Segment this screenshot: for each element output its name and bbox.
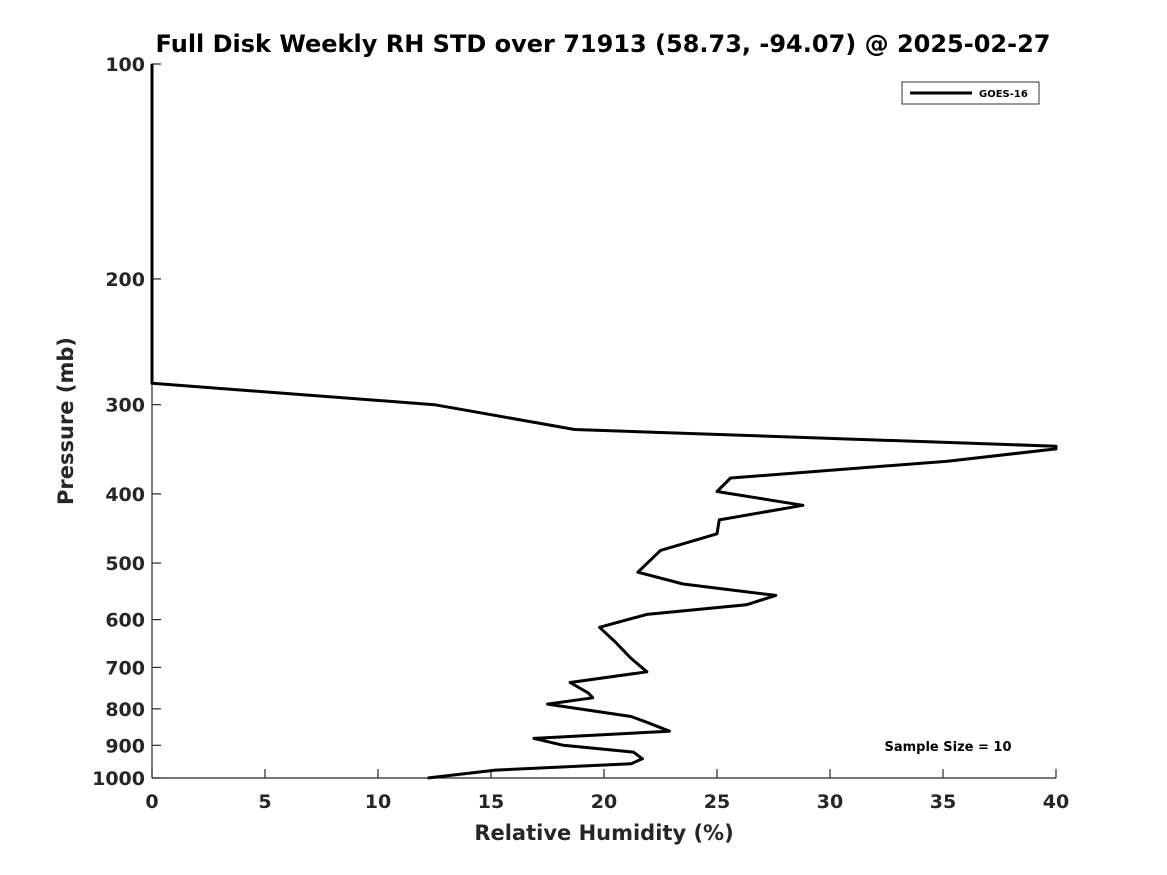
y-tick-label: 800: [105, 699, 145, 721]
data-point: [630, 657, 632, 660]
data-point: [745, 604, 748, 606]
data-point: [659, 549, 662, 552]
y-tick-label: 1000: [92, 768, 145, 790]
x-tick-label: 25: [704, 791, 730, 813]
data-point: [151, 347, 153, 349]
data-point: [546, 703, 549, 705]
plot-area: 0 5 10 15 20 25 30 35 40 100 200 300 400 500 600 700 800…: [92, 54, 1069, 813]
data-point: [1055, 448, 1057, 450]
x-tick-label: 35: [930, 791, 956, 813]
x-tick-label: 30: [817, 791, 843, 813]
y-tick-label: 300: [105, 395, 145, 417]
y-tick-label: 700: [105, 657, 145, 679]
data-point: [562, 744, 564, 746]
data-point: [574, 428, 576, 431]
data-point: [1055, 445, 1057, 447]
legend: GOES-16: [901, 81, 1040, 105]
data-point: [614, 641, 616, 643]
sample-size-annotation: Sample Size = 10: [884, 740, 1011, 755]
data-point: [632, 751, 635, 753]
y-tick-label: 400: [105, 484, 145, 506]
y-tick-label: 200: [105, 269, 145, 291]
data-point: [716, 533, 718, 535]
data-point: [151, 189, 153, 191]
data-point: [427, 777, 429, 779]
data-point: [630, 715, 632, 718]
data-point: [151, 236, 153, 239]
x-tick-label: 5: [258, 791, 271, 813]
data-point: [682, 583, 684, 585]
y-tick-label: 600: [105, 610, 145, 632]
x-tick-label: 40: [1043, 791, 1069, 813]
x-tick-label: 20: [591, 791, 617, 813]
data-point: [946, 460, 949, 462]
y-tick-label: 500: [105, 553, 145, 575]
x-tick-label: 0: [145, 791, 158, 813]
x-axis-label: Relative Humidity (%): [474, 821, 733, 845]
data-point: [775, 594, 777, 597]
data-point: [151, 278, 153, 280]
data-point: [494, 769, 497, 771]
data-point: [569, 681, 571, 684]
data-point: [641, 758, 644, 760]
data-point: [718, 519, 720, 521]
data-point: [433, 404, 436, 406]
axis-ticks: 0 5 10 15 20 25 30 35 40 100 200 300 400 500 600 700 800…: [92, 54, 1069, 813]
data-point: [802, 504, 804, 506]
data-point: [151, 314, 153, 317]
data-point: [648, 722, 650, 724]
series-group: [150, 63, 1058, 780]
data-point: [668, 730, 671, 732]
data-point: [730, 477, 732, 479]
data-point: [592, 697, 594, 699]
data-point: [630, 763, 632, 765]
legend-label: GOES-16: [979, 89, 1028, 100]
data-point: [151, 382, 153, 384]
data-point: [533, 737, 535, 740]
data-point: [646, 671, 648, 673]
data-point: [716, 490, 718, 493]
y-tick-label: 100: [105, 54, 145, 76]
data-point: [151, 132, 153, 134]
data-point: [151, 377, 153, 379]
data-point: [598, 626, 601, 628]
x-tick-label: 10: [365, 791, 391, 813]
data-point: [646, 613, 648, 616]
chart-title: Full Disk Weekly RH STD over 71913 (58.7…: [156, 30, 1051, 58]
x-tick-label: 15: [478, 791, 504, 813]
data-point: [587, 692, 589, 694]
data-point: [637, 571, 639, 573]
y-axis-label: Pressure (mb): [54, 337, 78, 505]
y-tick-label: 900: [105, 735, 145, 757]
data-point: [151, 63, 153, 65]
